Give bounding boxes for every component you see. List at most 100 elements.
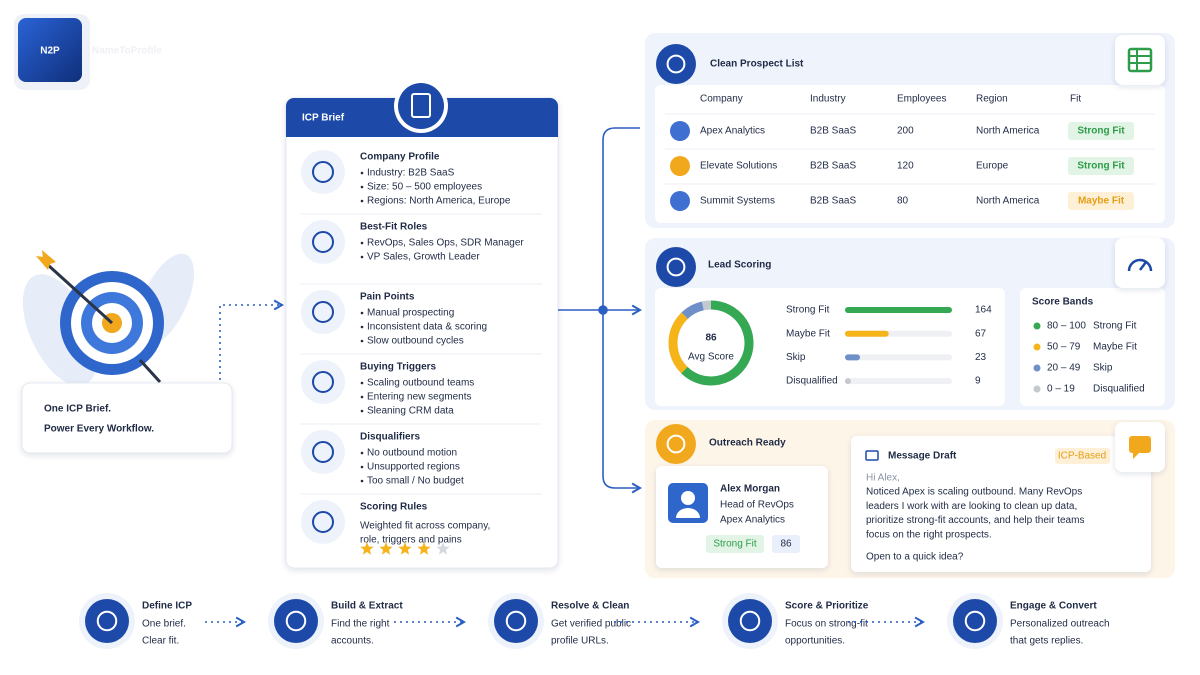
- target-illustration: [22, 250, 195, 386]
- step-text: Find the right: [331, 619, 390, 630]
- column-header: Company: [700, 94, 743, 105]
- bar-value: 9: [975, 376, 981, 387]
- chat-icon: [1129, 436, 1151, 453]
- section-icon: [312, 511, 334, 533]
- bullet: [360, 255, 364, 259]
- section-title: Scoring Rules: [360, 502, 428, 513]
- section-icon: [312, 301, 334, 323]
- section-title: Disqualifiers: [360, 432, 420, 443]
- fit-label: Strong Fit: [1077, 126, 1125, 137]
- logo-text: N2P: [40, 46, 60, 57]
- connectors: [558, 127, 643, 494]
- fit-pill: [1068, 157, 1134, 175]
- scoring-icon-glyph: [666, 257, 686, 277]
- step-text: that gets replies.: [1010, 636, 1083, 647]
- icp-title: ICP Brief: [302, 113, 345, 124]
- contact-fit: Strong Fit: [713, 539, 757, 550]
- section-icon-bg: [301, 500, 345, 544]
- sheet-icon-grid: [1129, 49, 1151, 71]
- outreach-icon: [656, 424, 696, 464]
- contact-role: Head of RevOps: [720, 500, 794, 511]
- section-icon: [312, 231, 334, 253]
- step-icon-glyph: [505, 610, 527, 632]
- step-icon-glyph: [739, 610, 761, 632]
- section-icon: [312, 441, 334, 463]
- draft-closing: Open to a quick idea?: [866, 552, 964, 563]
- donut-inner: [681, 313, 741, 373]
- hero-line: One ICP Brief.: [44, 404, 111, 415]
- section-item: Industry: B2B SaaS: [367, 168, 455, 179]
- draft-body: focus on the right prospects.: [866, 530, 992, 541]
- step-icon-glyph: [964, 610, 986, 632]
- section-item: VP Sales, Growth Leader: [367, 252, 480, 263]
- gauge-icon: [1127, 258, 1153, 272]
- cell: B2B SaaS: [810, 196, 856, 207]
- company-icon: [670, 156, 690, 176]
- step-text: opportunities.: [785, 636, 845, 647]
- column-header: Fit: [1070, 94, 1081, 105]
- gauge-needle: [1139, 261, 1147, 271]
- star-filled: [398, 542, 412, 555]
- section-item: Inconsistent data & scoring: [367, 322, 487, 333]
- section-item: Sleaning CRM data: [367, 406, 454, 417]
- hero-card: [21, 382, 233, 454]
- bullet: [360, 409, 364, 413]
- bullet: [360, 199, 364, 203]
- draft-card: [851, 436, 1151, 572]
- panel-title: Outreach Ready: [709, 438, 786, 449]
- prospect-icon-glyph: [666, 54, 686, 74]
- scoring-icon: [656, 247, 696, 287]
- step-text: Clear fit.: [142, 636, 179, 647]
- band-label: Skip: [1093, 363, 1113, 374]
- step-icon-glyph: [96, 610, 118, 632]
- section-item: RevOps, Sales Ops, SDR Manager: [367, 238, 524, 249]
- bar-label: Disqualified: [786, 376, 838, 387]
- fit-label: Strong Fit: [1077, 161, 1125, 172]
- bar-track: [845, 354, 952, 361]
- fit-pill: [1068, 122, 1134, 140]
- section-icon: [312, 161, 334, 183]
- draft-tag: ICP-Based: [1058, 451, 1106, 462]
- step-icon: [728, 599, 772, 643]
- company-icon: [670, 191, 690, 211]
- section-icon-bg: [301, 290, 345, 334]
- band-dot: [1033, 364, 1041, 372]
- section-title: Buying Triggers: [360, 362, 437, 373]
- cell: 80: [897, 196, 909, 207]
- bar-label: Skip: [786, 352, 806, 363]
- section-icon-bg: [301, 150, 345, 194]
- sheet-icon-box: [1115, 35, 1165, 85]
- band-range: 80 – 100: [1047, 321, 1086, 332]
- step-text: Focus on strong-fit: [785, 619, 868, 630]
- bar-value: 67: [975, 328, 987, 339]
- draft-body: prioritize strong-fit accounts, and help…: [866, 515, 1084, 526]
- band-label: Strong Fit: [1093, 321, 1137, 332]
- company-icon: [670, 121, 690, 141]
- band-label: Maybe Fit: [1093, 342, 1137, 353]
- step-icon-glyph: [285, 610, 307, 632]
- section-icon-bg: [301, 220, 345, 264]
- draft-title: Message Draft: [888, 451, 957, 462]
- section-text: Weighted fit across company,: [360, 521, 490, 532]
- cell: 200: [897, 126, 914, 137]
- gauge-icon-box: [1115, 238, 1165, 288]
- step-text: Get verified public: [551, 619, 631, 630]
- donut-segment: [701, 300, 712, 311]
- bar: [845, 354, 861, 361]
- bands-title: Score Bands: [1032, 297, 1094, 308]
- avatar-head: [681, 491, 695, 505]
- step-icon: [494, 599, 538, 643]
- step-title: Resolve & Clean: [551, 601, 629, 612]
- prospect-table: [655, 85, 1165, 223]
- cell: 120: [897, 161, 914, 172]
- cell: B2B SaaS: [810, 126, 856, 137]
- step-text: One brief.: [142, 619, 186, 630]
- step-icon: [85, 599, 129, 643]
- donut-segment: [681, 300, 754, 386]
- cell: Apex Analytics: [700, 126, 765, 137]
- bar-label: Strong Fit: [786, 305, 830, 316]
- panel-title: Clean Prospect List: [710, 59, 804, 70]
- panel-title: Lead Scoring: [708, 260, 771, 271]
- bar-track: [845, 378, 952, 385]
- section-item: Regions: North America, Europe: [367, 196, 511, 207]
